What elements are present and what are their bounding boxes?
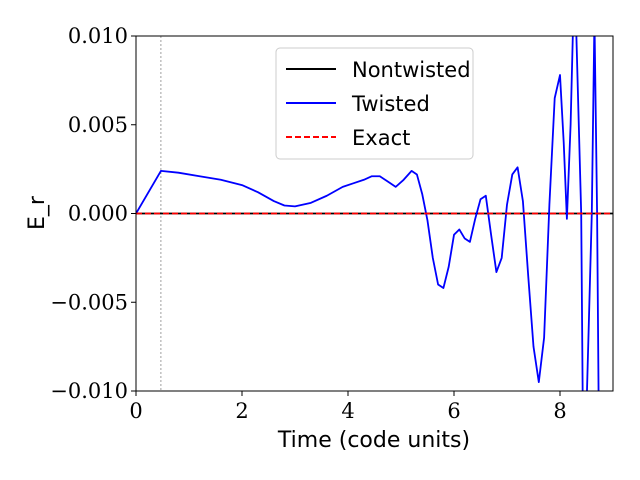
series-layer bbox=[136, 36, 613, 391]
y-tick-label: −0.010 bbox=[50, 379, 128, 403]
series-line-twisted bbox=[136, 36, 600, 391]
x-tick-label: 2 bbox=[235, 399, 248, 423]
y-tick-label: 0.000 bbox=[68, 202, 128, 226]
x-tick-label: 8 bbox=[553, 399, 566, 423]
legend-box bbox=[275, 47, 474, 160]
y-axis: −0.010 −0.005 0.000 0.005 0.010 bbox=[50, 24, 136, 403]
legend: Nontwisted Twisted Exact bbox=[275, 47, 474, 160]
x-axis: 0 2 4 6 8 bbox=[129, 391, 567, 423]
x-tick-label: 6 bbox=[447, 399, 460, 423]
y-tick-label: −0.005 bbox=[50, 290, 128, 314]
x-tick-label: 0 bbox=[129, 399, 142, 423]
legend-label-exact: Exact bbox=[352, 126, 410, 150]
legend-label-nontwisted: Nontwisted bbox=[352, 58, 471, 82]
y-tick-label: 0.010 bbox=[68, 24, 128, 48]
legend-label-twisted: Twisted bbox=[351, 92, 430, 116]
y-tick-label: 0.005 bbox=[68, 113, 128, 137]
x-axis-label: Time (code units) bbox=[277, 428, 470, 453]
y-axis-label: E_r bbox=[25, 195, 50, 230]
x-tick-label: 4 bbox=[341, 399, 354, 423]
